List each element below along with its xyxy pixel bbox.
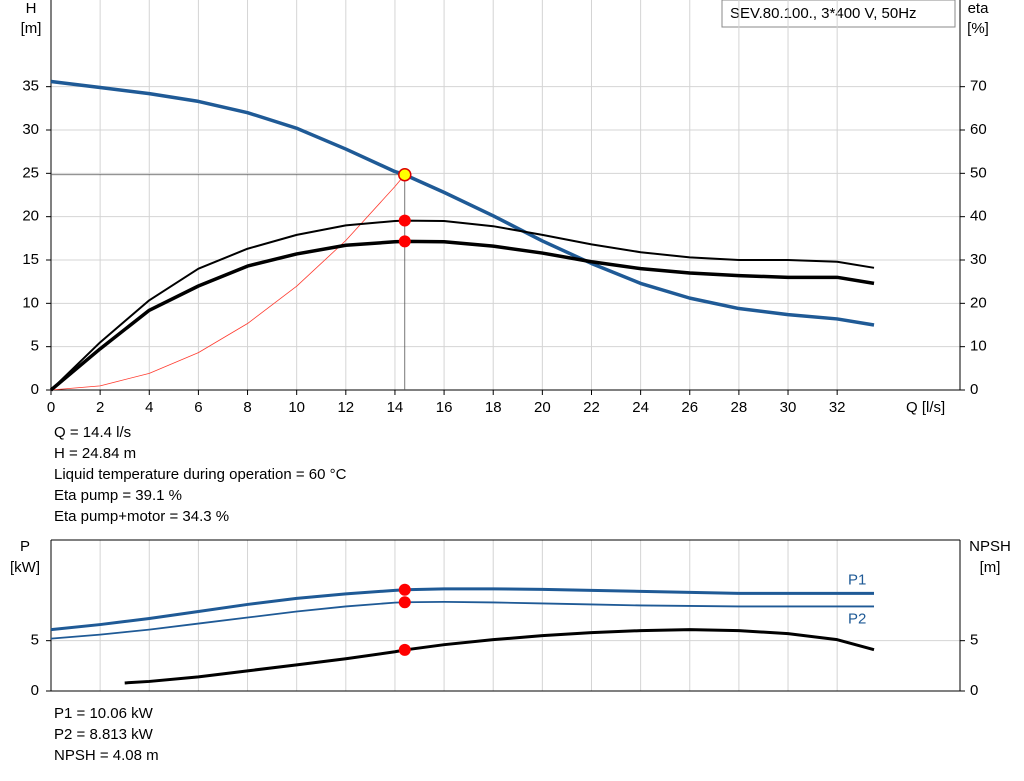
y-tick-label: 5	[31, 632, 39, 649]
curve	[49, 239, 875, 392]
x-tick-label: 10	[288, 399, 305, 416]
y2-tick-label: 30	[970, 251, 987, 268]
info-line: P2 = 8.813 kW	[54, 726, 154, 743]
x-tick-label: 8	[243, 399, 251, 416]
y2-label: NPSH	[969, 538, 1011, 555]
x-tick-label: 2	[96, 399, 104, 416]
x-tick-label: 16	[436, 399, 453, 416]
marker	[398, 235, 411, 248]
x-tick-label: 28	[731, 399, 748, 416]
x-tick-label: 18	[485, 399, 502, 416]
curve-label: P1	[848, 571, 866, 588]
y-tick-label: 5	[31, 338, 39, 355]
y2-tick-label: 40	[970, 208, 987, 225]
marker	[398, 643, 411, 656]
y-unit: [m]	[21, 20, 42, 37]
curve	[50, 587, 875, 632]
y-unit: [kW]	[10, 559, 40, 576]
info-line: P1 = 10.06 kW	[54, 705, 154, 722]
x-tick-label: 24	[632, 399, 649, 416]
x-tick-label: 4	[145, 399, 153, 416]
y2-tick-label: 60	[970, 121, 987, 138]
info-line: NPSH = 4.08 m	[54, 747, 159, 764]
info-line: Eta pump = 39.1 %	[54, 487, 182, 504]
x-tick-label: 32	[829, 399, 846, 416]
info-line: H = 24.84 m	[54, 445, 136, 462]
y-tick-label: 0	[31, 381, 39, 398]
y2-tick-label: 5	[970, 632, 978, 649]
y-tick-label: 0	[31, 682, 39, 699]
x-tick-label: 14	[387, 399, 404, 416]
x-tick-label: 22	[583, 399, 600, 416]
y-tick-label: 35	[22, 78, 39, 95]
info-line: Liquid temperature during operation = 60…	[54, 466, 347, 483]
y2-tick-label: 20	[970, 294, 987, 311]
curve	[50, 79, 875, 327]
marker	[398, 167, 412, 182]
marker	[398, 596, 411, 609]
y2-tick-label: 70	[970, 78, 987, 95]
marker	[398, 583, 411, 596]
curve	[50, 174, 406, 391]
x-tick-label: 20	[534, 399, 551, 416]
x-tick-label: 30	[780, 399, 797, 416]
y2-tick-label: 50	[970, 164, 987, 181]
x-tick-label: 26	[681, 399, 698, 416]
curve	[124, 628, 875, 685]
y2-tick-label: 0	[970, 682, 978, 699]
y2-tick-label: 10	[970, 338, 987, 355]
x-tick-label: 12	[337, 399, 354, 416]
info-line: Eta pump+motor = 34.3 %	[54, 508, 229, 525]
chart-title: SEV.80.100., 3*400 V, 50Hz	[730, 5, 917, 22]
y2-unit: [m]	[980, 559, 1001, 576]
y-tick-label: 10	[22, 294, 39, 311]
y2-label: eta	[968, 0, 990, 17]
marker	[398, 214, 411, 227]
x-label: Q [l/s]	[906, 399, 945, 416]
y2-tick-label: 0	[970, 381, 978, 398]
y-tick-label: 15	[22, 251, 39, 268]
y-tick-label: 25	[22, 164, 39, 181]
x-tick-label: 0	[47, 399, 55, 416]
x-tick-label: 6	[194, 399, 202, 416]
curve	[50, 601, 875, 640]
curve-label: P2	[848, 610, 866, 627]
title-box	[721, 0, 956, 28]
y-tick-label: 20	[22, 208, 39, 225]
info-line: Q = 14.4 l/s	[54, 424, 131, 441]
y-label: H	[26, 0, 37, 17]
y2-unit: [%]	[967, 20, 989, 37]
y-label: P	[20, 538, 30, 555]
y-tick-label: 30	[22, 121, 39, 138]
curve	[50, 219, 875, 391]
